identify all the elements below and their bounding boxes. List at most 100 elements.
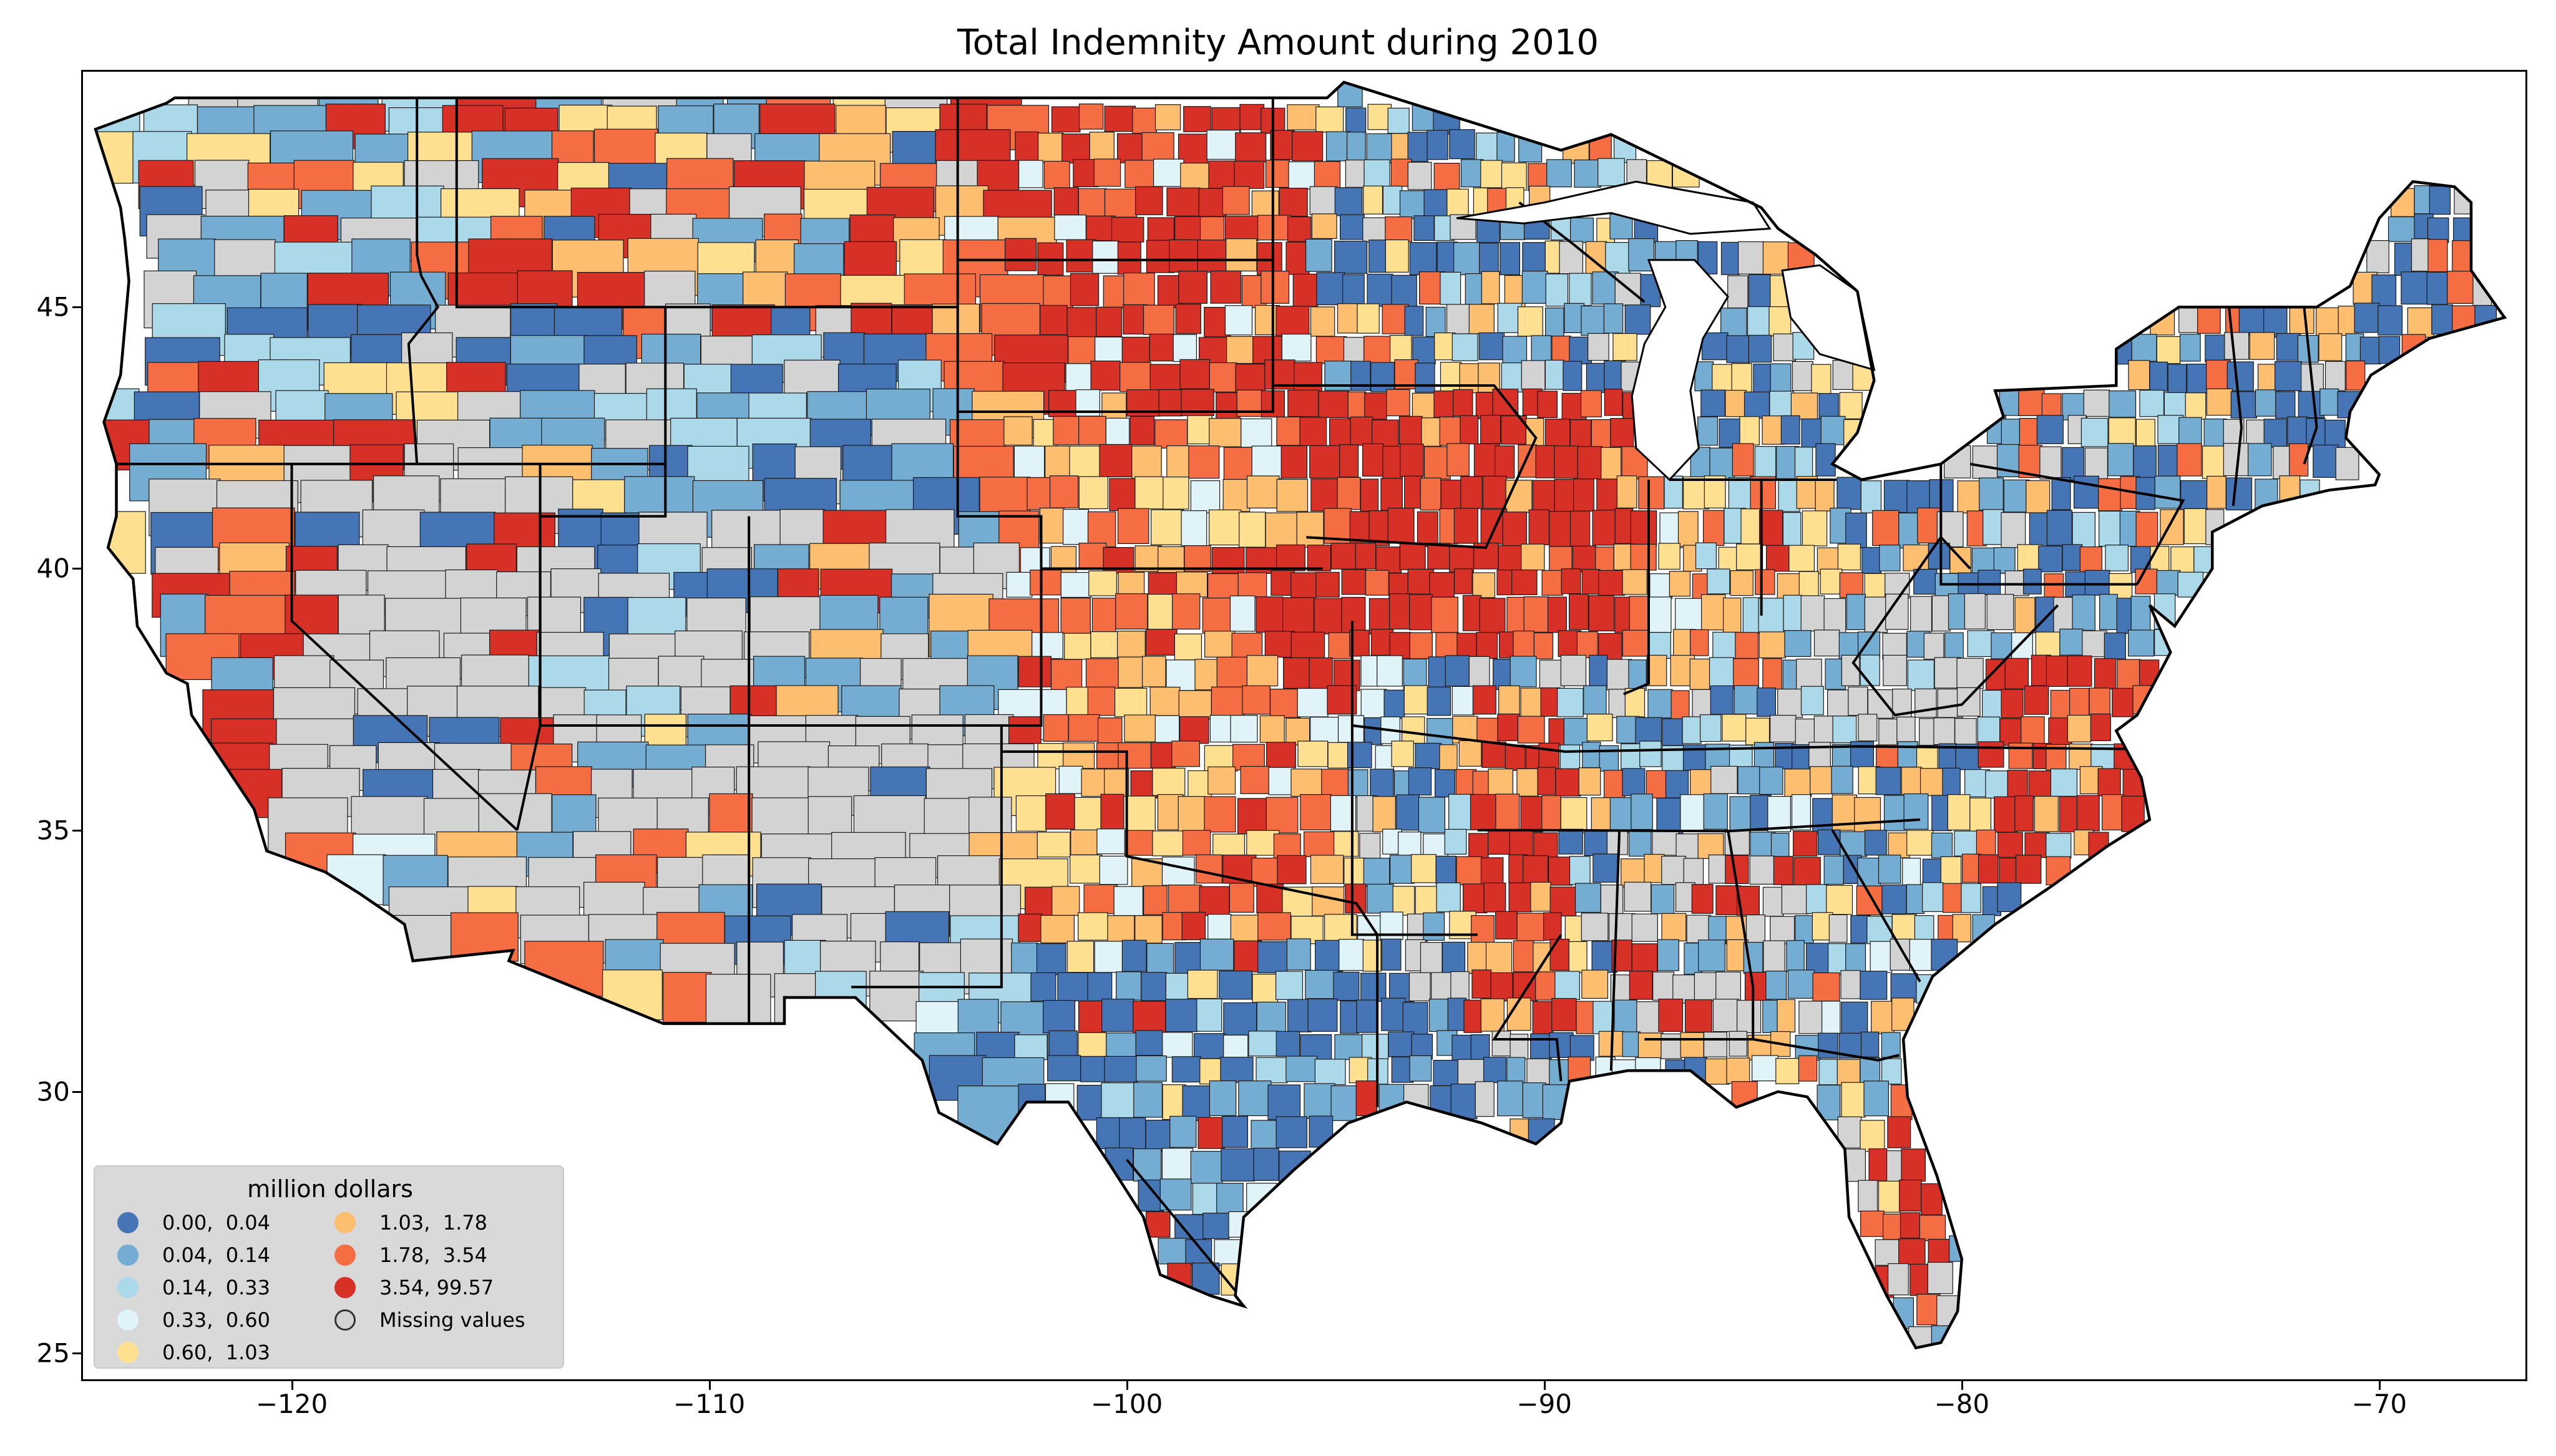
county-polygon	[2128, 360, 2150, 391]
county-polygon	[1261, 271, 1290, 304]
county-polygon	[1388, 1031, 1415, 1057]
county-polygon	[1710, 765, 1738, 794]
county-polygon	[1099, 855, 1128, 885]
county-polygon	[1334, 240, 1368, 274]
county-polygon	[1770, 714, 1797, 743]
county-polygon	[1174, 942, 1201, 974]
county-polygon	[2074, 475, 2099, 509]
county-polygon	[1922, 882, 1944, 912]
county-polygon	[1815, 443, 1836, 477]
county-polygon	[1986, 594, 2014, 631]
county-polygon	[1064, 633, 1091, 660]
county-polygon	[1773, 856, 1793, 885]
county-polygon	[1644, 853, 1665, 883]
county-polygon	[1672, 974, 1699, 1004]
county-polygon	[1871, 1001, 1895, 1034]
county-polygon	[1418, 797, 1445, 833]
county-polygon	[1726, 1057, 1750, 1084]
county-polygon	[2130, 596, 2151, 633]
county-polygon	[2227, 361, 2254, 392]
county-polygon	[1888, 832, 1910, 858]
county-polygon	[1190, 480, 1221, 513]
county-polygon	[1517, 306, 1543, 337]
county-polygon	[1919, 768, 1944, 797]
county-polygon	[1733, 658, 1759, 690]
county-polygon	[1097, 717, 1123, 745]
county-polygon	[1220, 1057, 1254, 1083]
legend-label: Missing values	[379, 1308, 525, 1332]
county-polygon	[1725, 855, 1749, 885]
county-polygon	[1914, 915, 1934, 944]
county-polygon	[1652, 830, 1679, 856]
county-polygon	[1934, 573, 1959, 599]
county-polygon	[1901, 767, 1923, 795]
county-polygon	[1729, 1031, 1748, 1057]
county-polygon	[1174, 633, 1202, 661]
county-polygon	[1355, 542, 1377, 570]
county-polygon	[2018, 389, 2045, 417]
county-polygon	[1622, 569, 1647, 595]
county-polygon	[1355, 1080, 1377, 1117]
legend-item: 0.60, 1.03	[117, 1339, 270, 1366]
county-polygon	[1818, 393, 1839, 420]
county-polygon	[1812, 972, 1840, 1002]
county-polygon	[2014, 597, 2036, 634]
county-polygon	[1581, 969, 1609, 999]
county-polygon	[1101, 998, 1135, 1032]
county-polygon	[1181, 510, 1207, 546]
county-polygon	[1223, 1002, 1257, 1036]
county-polygon	[1362, 443, 1384, 477]
county-polygon	[1070, 273, 1100, 306]
county-polygon	[1701, 594, 1726, 631]
county-polygon	[1820, 568, 1843, 595]
county-polygon	[1304, 1083, 1335, 1119]
county-polygon	[1598, 570, 1626, 596]
county-polygon	[1898, 512, 1919, 549]
county-polygon	[1838, 632, 1861, 659]
county-polygon	[1209, 418, 1242, 447]
county-polygon	[1502, 512, 1528, 548]
county-polygon	[1285, 717, 1310, 745]
county-polygon	[1411, 1034, 1433, 1060]
county-polygon	[2112, 687, 2134, 717]
county-polygon	[1117, 508, 1149, 545]
county-polygon	[2105, 545, 2129, 571]
county-polygon	[1435, 855, 1456, 885]
county-polygon	[1030, 570, 1062, 596]
county-polygon	[1149, 686, 1181, 716]
county-polygon	[1471, 915, 1495, 944]
county-polygon	[1209, 1080, 1237, 1116]
county-polygon	[1297, 687, 1329, 717]
county-polygon	[1420, 477, 1441, 511]
county-polygon	[1192, 1183, 1220, 1215]
county-polygon	[1651, 884, 1675, 915]
county-polygon	[1222, 186, 1250, 215]
county-polygon	[2072, 595, 2095, 631]
county-polygon	[1599, 745, 1619, 772]
county-polygon	[1569, 419, 1592, 449]
county-polygon	[1576, 631, 1598, 659]
county-polygon	[1104, 188, 1138, 218]
county-polygon	[1442, 941, 1466, 974]
county-polygon	[1132, 107, 1158, 134]
county-polygon	[1285, 1056, 1318, 1082]
county-polygon	[1377, 655, 1403, 687]
county-polygon	[1549, 886, 1577, 917]
county-polygon	[1662, 718, 1683, 746]
county-polygon	[1497, 1080, 1524, 1117]
county-polygon	[1732, 443, 1754, 477]
county-polygon	[1511, 569, 1538, 596]
county-polygon	[1118, 656, 1143, 688]
county-polygon	[1453, 508, 1478, 544]
county-polygon	[1229, 595, 1256, 632]
county-polygon	[1770, 363, 1792, 394]
x-tick-mark	[291, 1381, 293, 1390]
county-polygon	[1782, 512, 1802, 548]
county-polygon	[1239, 104, 1265, 130]
county-polygon	[1560, 654, 1587, 686]
county-polygon	[1916, 1293, 1941, 1326]
county-polygon	[1972, 445, 1999, 479]
county-polygon	[1118, 571, 1145, 598]
y-tick-mark	[72, 1352, 81, 1355]
county-polygon	[1595, 546, 1614, 574]
